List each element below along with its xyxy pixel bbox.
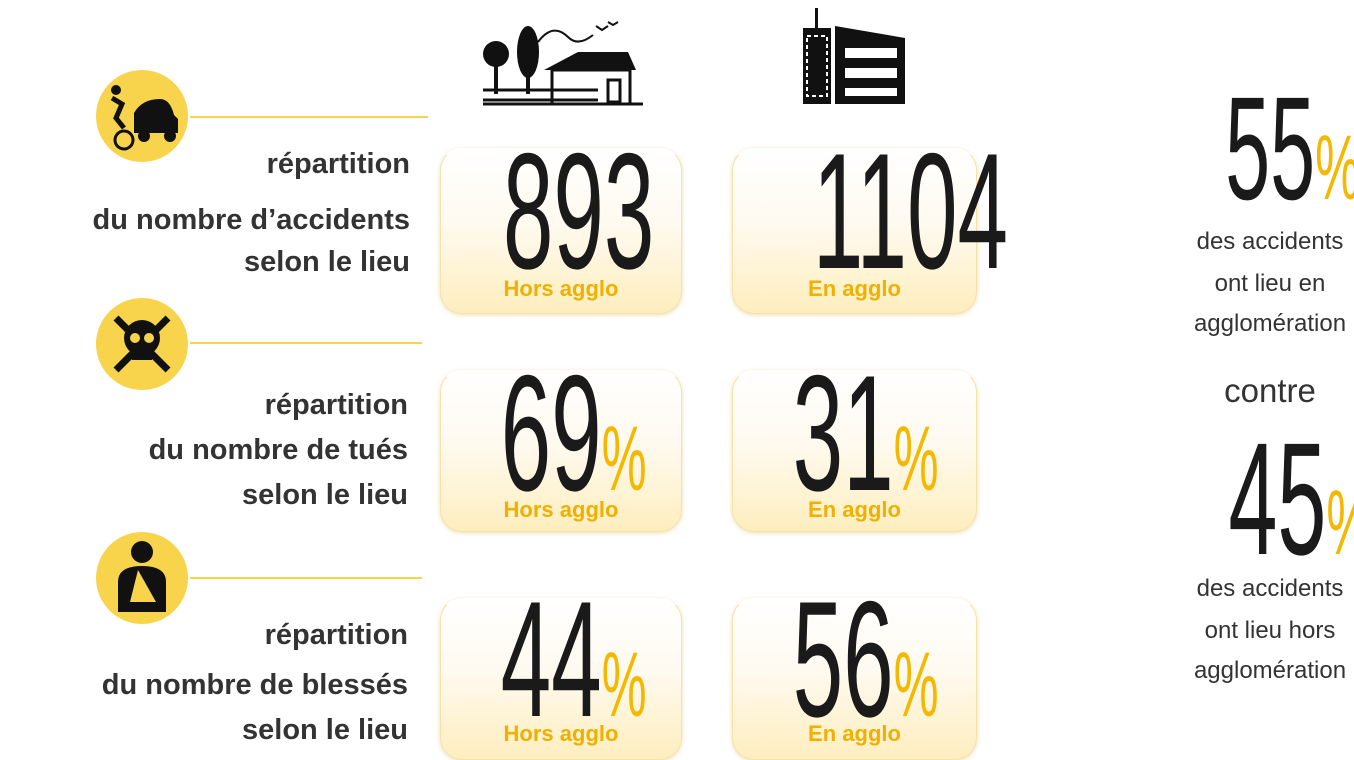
row-title: selon le lieu: [244, 246, 410, 278]
summary-unit: %: [1326, 472, 1354, 574]
stat-label: En agglo: [808, 276, 901, 301]
stat-unit: %: [893, 634, 939, 736]
stat-unit: %: [601, 408, 647, 510]
stat-figure-inner: 44%: [501, 577, 647, 742]
death-icon: [96, 298, 188, 390]
row-title: selon le lieu: [242, 479, 408, 511]
stat-value: 56: [792, 567, 894, 751]
stat-figure-inner: 69%: [501, 351, 647, 516]
summary-text: des accidents: [1196, 228, 1344, 255]
stat-figure-inner: 893: [503, 129, 654, 294]
stat-figure: 69%: [441, 351, 681, 516]
separator: [190, 116, 428, 118]
summary-value: 55: [1225, 67, 1316, 231]
rural-icon: [483, 21, 643, 106]
summary-text: agglomération: [1193, 657, 1347, 684]
row-title: répartition: [264, 619, 408, 651]
stat-box: 44% Hors agglo: [440, 577, 682, 760]
summary-value: 45: [1228, 409, 1327, 588]
stat-figure: 31%: [733, 351, 976, 516]
stat-label: En agglo: [808, 497, 901, 522]
stat-unit: %: [601, 634, 647, 736]
row-title: du nombre d’accidents: [92, 204, 410, 236]
stat-figure-inner: 1104: [813, 129, 1008, 294]
summary-text: des accidents: [1196, 575, 1344, 602]
row-title: répartition: [264, 389, 408, 421]
stat-value: 1104: [812, 119, 1008, 303]
summary-figure: 55%: [1170, 76, 1354, 223]
stat-value: 31: [792, 341, 894, 525]
stat-figure-inner: 56%: [793, 577, 939, 742]
stat-figure: 893: [441, 129, 681, 294]
stat-box: 893 Hors agglo: [440, 129, 682, 314]
summary-text: ont lieu en: [1214, 270, 1326, 297]
stat-figure-inner: 31%: [793, 351, 939, 516]
stat-box: 1104 En agglo: [732, 129, 1008, 314]
injured-icon: [96, 532, 188, 624]
stat-figure: 44%: [441, 577, 681, 742]
accident-icon: [96, 70, 188, 162]
row-title: du nombre de blessés: [101, 669, 408, 701]
stat-box: 31% En agglo: [732, 351, 977, 532]
stat-box: 56% En agglo: [732, 577, 977, 760]
urban-icon: [803, 8, 905, 104]
separator: [190, 342, 422, 344]
row-title: répartition: [266, 148, 410, 180]
summary-unit: %: [1315, 117, 1354, 219]
summary-text: agglomération: [1193, 310, 1347, 337]
summary-figure: 45%: [1170, 419, 1354, 579]
stat-value: 44: [500, 567, 602, 751]
stat-value: 893: [502, 119, 655, 303]
stat-box: 69% Hors agglo: [440, 351, 682, 532]
connector: contre: [1224, 372, 1316, 409]
stat-unit: %: [893, 408, 939, 510]
stat-label: Hors agglo: [503, 721, 619, 746]
stat-figure: 1104: [733, 129, 1008, 294]
stat-label: Hors agglo: [503, 276, 619, 301]
separator: [190, 577, 422, 579]
stat-value: 69: [500, 341, 602, 525]
stat-label: Hors agglo: [503, 497, 619, 522]
stat-label: En agglo: [808, 721, 901, 746]
stat-figure: 56%: [733, 577, 976, 742]
summary-text: ont lieu hors: [1204, 617, 1336, 644]
row-title: selon le lieu: [242, 714, 408, 746]
row-title: du nombre de tués: [148, 434, 408, 466]
